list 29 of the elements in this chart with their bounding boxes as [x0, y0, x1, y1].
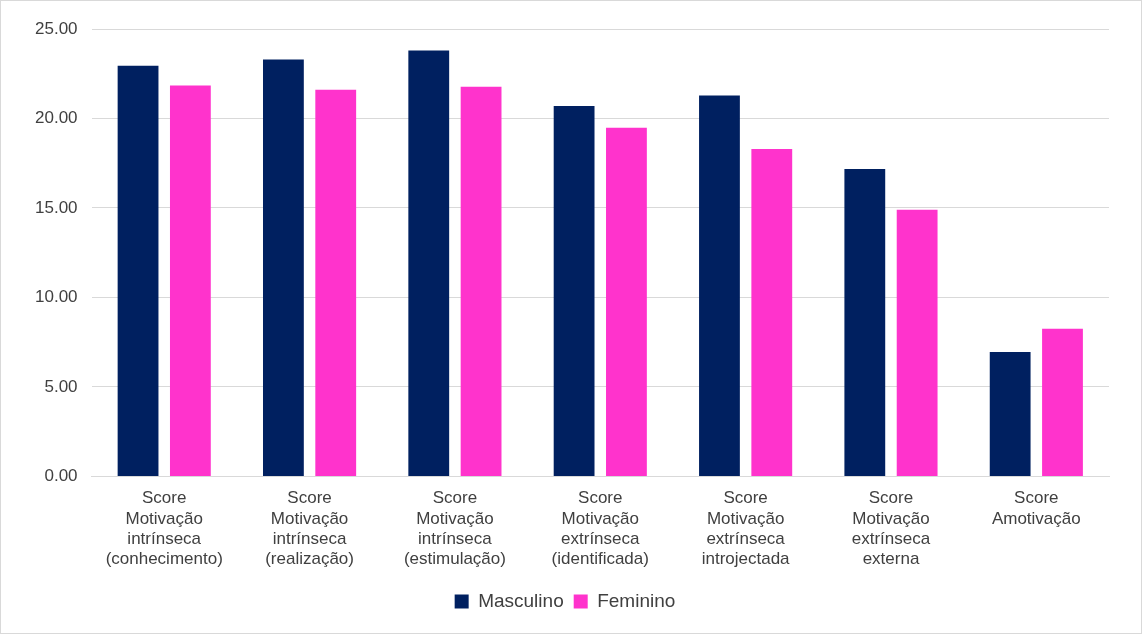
- x-tick-label: Score Motivação extrínseca introjectada: [701, 488, 791, 569]
- x-tick-label: Score Motivação intrínseca (estimulação): [403, 488, 506, 569]
- bar: [169, 85, 211, 476]
- bar: [1042, 328, 1083, 476]
- bar: [844, 168, 886, 476]
- bar: [606, 127, 647, 476]
- bar: [699, 95, 740, 476]
- x-tick-label: Score Motivação intrínseca (realização): [265, 488, 354, 569]
- x-tick-label: Score Motivação extrínseca externa: [851, 488, 931, 569]
- x-tick-label: Score Amotivação: [991, 488, 1081, 528]
- bar: [553, 105, 595, 476]
- legend-label: Feminino: [597, 589, 676, 611]
- bar: [263, 59, 304, 476]
- y-tick-label: 0.00: [44, 466, 78, 486]
- y-tick-label: 20.00: [34, 108, 78, 128]
- legend-label: Masculino: [478, 589, 564, 611]
- bar: [989, 352, 1031, 476]
- bar: [460, 86, 502, 476]
- y-tick-label: 15.00: [34, 197, 78, 217]
- y-tick-label: 10.00: [34, 287, 78, 307]
- y-tick-label: 5.00: [44, 376, 78, 396]
- bar: [896, 209, 938, 476]
- x-tick-label: Score Motivação extrínseca (identificada): [551, 488, 649, 569]
- bar: [315, 89, 357, 476]
- y-tick-label: 25.00: [34, 18, 78, 38]
- x-tick-label: Score Motivação intrínseca (conhecimento): [105, 488, 223, 569]
- bar: [117, 65, 159, 476]
- bar: [751, 148, 793, 476]
- bar: [408, 50, 450, 476]
